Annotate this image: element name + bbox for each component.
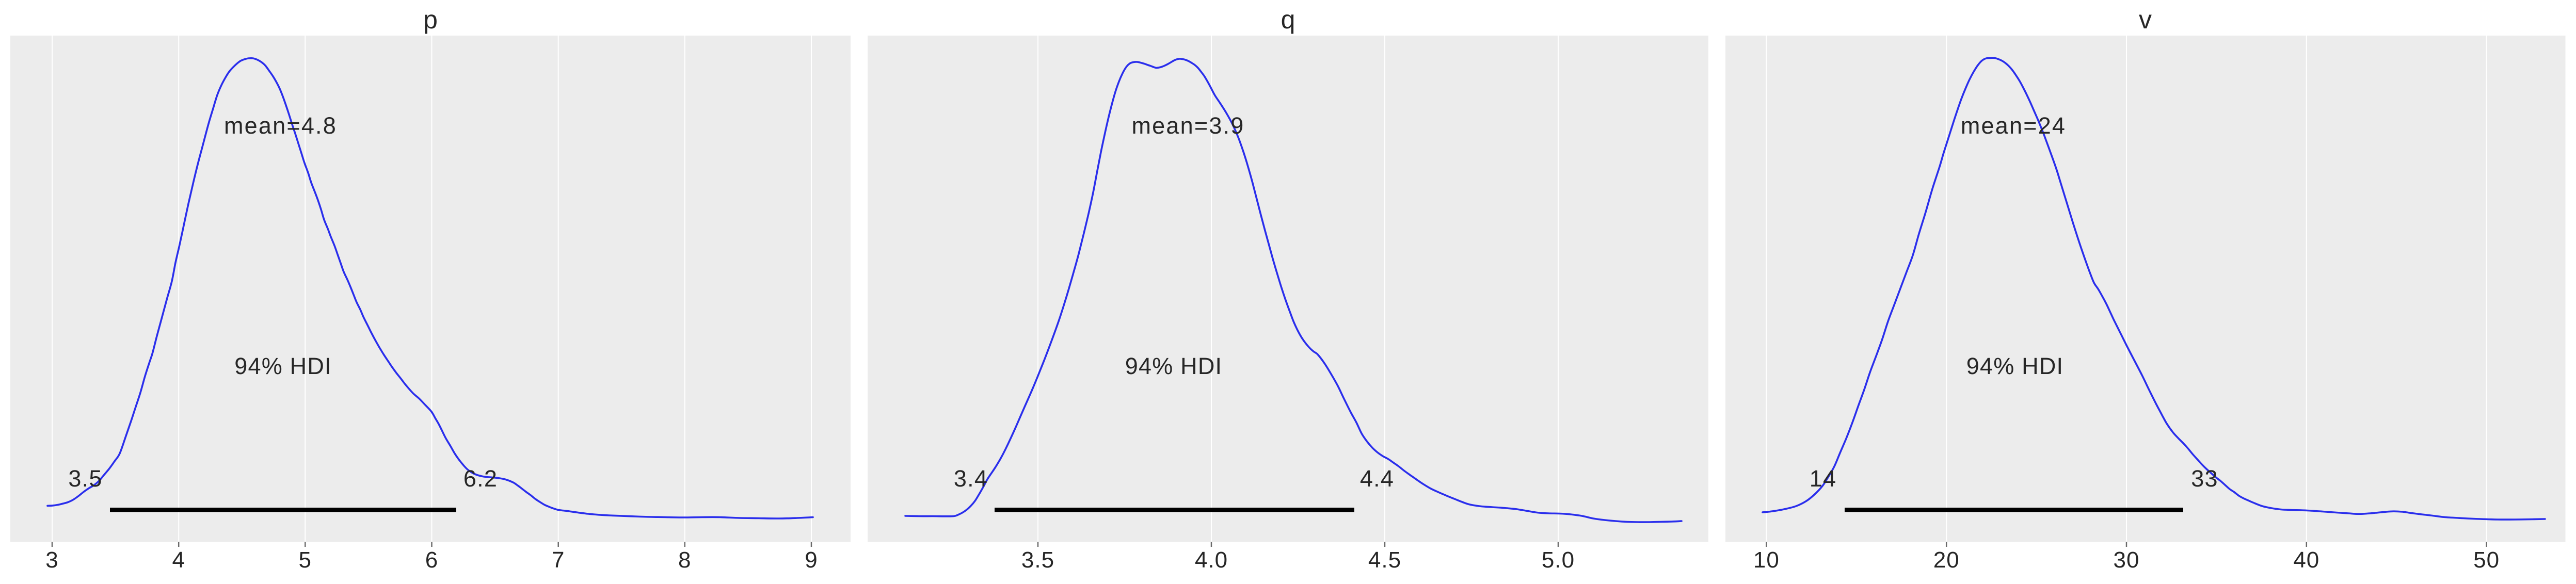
svg-text:5.0: 5.0 — [1542, 547, 1575, 573]
svg-text:v: v — [2139, 5, 2152, 34]
svg-text:6: 6 — [425, 547, 438, 573]
svg-text:50: 50 — [2473, 547, 2500, 573]
svg-text:mean=3.9: mean=3.9 — [1131, 112, 1244, 139]
svg-text:q: q — [1281, 5, 1295, 34]
svg-text:3.4: 3.4 — [954, 465, 988, 492]
svg-text:20: 20 — [1933, 547, 1960, 573]
svg-text:mean=24: mean=24 — [1961, 112, 2066, 139]
svg-text:7: 7 — [552, 547, 565, 573]
svg-text:6.2: 6.2 — [463, 465, 498, 492]
svg-text:4.5: 4.5 — [1368, 547, 1401, 573]
svg-text:mean=4.8: mean=4.8 — [224, 112, 337, 139]
svg-text:30: 30 — [2114, 547, 2140, 573]
svg-text:94% HDI: 94% HDI — [234, 353, 331, 379]
svg-text:p: p — [423, 5, 438, 34]
svg-text:94% HDI: 94% HDI — [1125, 353, 1222, 379]
svg-text:4: 4 — [172, 547, 185, 573]
svg-text:4.4: 4.4 — [1360, 465, 1394, 492]
svg-text:4.0: 4.0 — [1195, 547, 1228, 573]
svg-text:94% HDI: 94% HDI — [1966, 353, 2063, 379]
svg-text:10: 10 — [1753, 547, 1780, 573]
svg-text:5: 5 — [299, 547, 312, 573]
svg-text:8: 8 — [678, 547, 691, 573]
svg-text:14: 14 — [1810, 465, 1836, 492]
svg-text:3.5: 3.5 — [68, 465, 102, 492]
svg-text:3: 3 — [45, 547, 58, 573]
svg-text:9: 9 — [805, 547, 818, 573]
svg-text:40: 40 — [2293, 547, 2319, 573]
svg-text:3.5: 3.5 — [1021, 547, 1054, 573]
svg-text:33: 33 — [2191, 465, 2218, 492]
